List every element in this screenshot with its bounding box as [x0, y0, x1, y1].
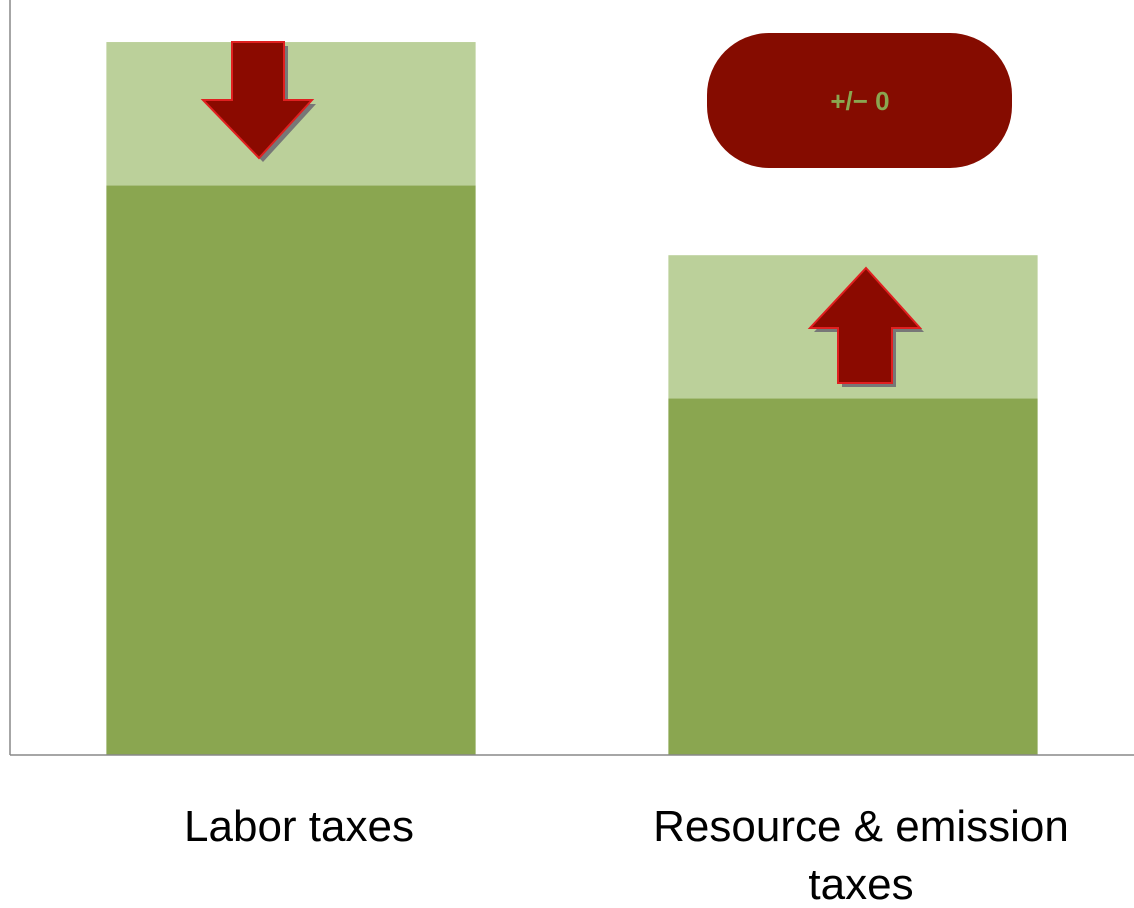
bar-segment — [106, 185, 476, 755]
annotation-box — [707, 33, 1012, 168]
up-arrow — [807, 266, 924, 387]
annotation: +/− 0 — [830, 86, 889, 116]
x-tick-label: Resource & emission taxes — [653, 802, 1069, 908]
x-tick-label: Labor taxes — [184, 802, 414, 851]
down-arrow — [200, 41, 316, 162]
bars — [106, 42, 1038, 755]
bar-segment — [668, 398, 1038, 755]
